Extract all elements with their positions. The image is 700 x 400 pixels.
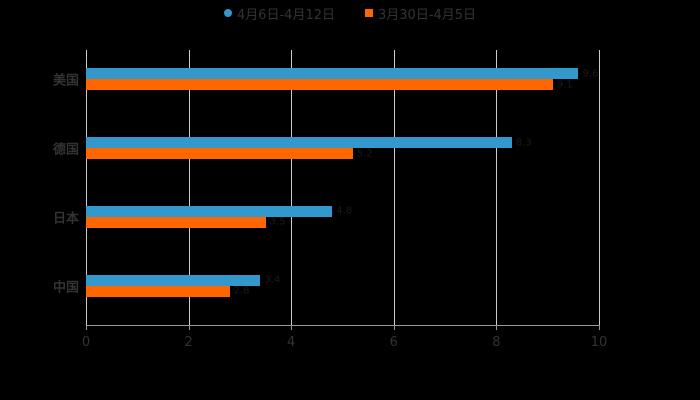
legend-swatch-icon [223,9,232,17]
x-tick [188,325,190,330]
x-tick [393,325,395,330]
chart-legend: 4月6日-4月12日 3月30日-4月5日 [0,4,700,23]
x-tick-label: 4 [287,335,296,350]
bar-1-2[interactable] [86,216,266,228]
category-label: 美国 [52,73,79,89]
x-tick [86,325,87,330]
x-tick [599,325,600,330]
x-tick-label: 8 [492,335,501,350]
bar-0-2[interactable] [86,205,333,217]
category-label: 中国 [52,280,79,296]
category-label: 德国 [52,142,79,158]
x-tick-label: 6 [389,335,398,350]
bar-value-label: 3.5 [269,216,286,228]
x-tick-label: 2 [184,335,193,350]
bar-1-1[interactable] [86,148,353,160]
x-tick [496,325,498,330]
x-tick-label: 0 [81,335,91,350]
legend-label: 4月6日-4月12日 [236,7,335,23]
bar-0-3[interactable] [86,274,261,286]
legend-swatch-icon [365,9,373,17]
legend-item-1[interactable]: 3月30日-4月5日 [365,4,476,23]
legend-label: 3月30日-4月5日 [378,7,477,23]
gridline [291,50,293,325]
bar-1-3[interactable] [86,285,230,297]
gridline [599,50,600,325]
x-axis-line [86,325,599,326]
bar-0-1[interactable] [86,137,512,149]
gridline [393,50,395,325]
gridline [86,50,87,325]
bar-value-label: 8.3 [515,137,532,149]
x-tick [291,325,293,330]
gridline [188,50,190,325]
bar-value-label: 2.8 [233,285,250,297]
bar-value-label: 5.2 [356,148,373,160]
bar-value-label: 3.4 [264,274,281,286]
bar-0-0[interactable] [86,68,579,80]
gridline [496,50,498,325]
legend-item-0[interactable]: 4月6日-4月12日 [223,4,335,23]
bar-value-label: 9.6 [582,68,599,80]
x-tick-label: 10 [590,335,608,350]
bar-value-label: 4.8 [336,205,353,217]
plot-area: 0 2 4 6 8 10 美国 9.6 9.1 德国 8.3 5.2 日本 4.8 3.5 中国 3.4 2.8 [53,50,607,350]
category-label: 日本 [52,211,79,227]
bar-value-label: 9.1 [556,79,573,91]
bar-1-0[interactable] [86,79,553,91]
